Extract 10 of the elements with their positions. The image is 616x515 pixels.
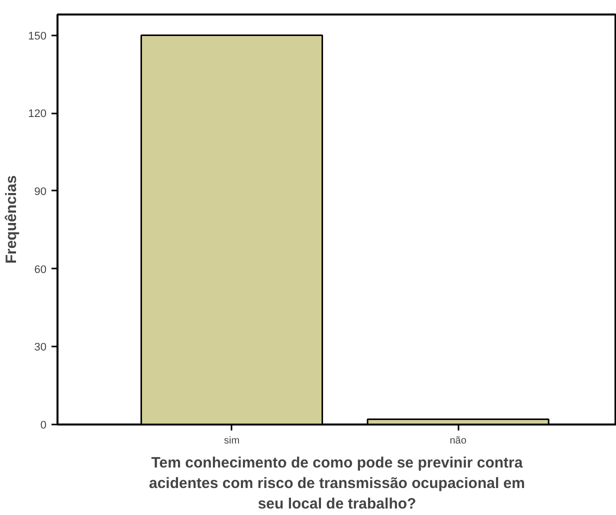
- y-tick-label: 120: [28, 108, 47, 120]
- y-tick-label: 30: [34, 342, 47, 354]
- y-tick-label: 90: [34, 186, 47, 198]
- y-axis-title: Frequências: [3, 175, 20, 264]
- y-tick-label: 0: [40, 420, 47, 432]
- x-tick-label: sim: [224, 436, 240, 446]
- x-tick-label: não: [450, 436, 467, 446]
- y-tick-label: 60: [34, 264, 47, 276]
- y-tick-label: 150: [28, 30, 47, 42]
- x-axis-title: Tem conhecimento de como pode se previnir contra acidentes com risco de transmissão ocupacional em seu local de trabalho?: [149, 454, 525, 512]
